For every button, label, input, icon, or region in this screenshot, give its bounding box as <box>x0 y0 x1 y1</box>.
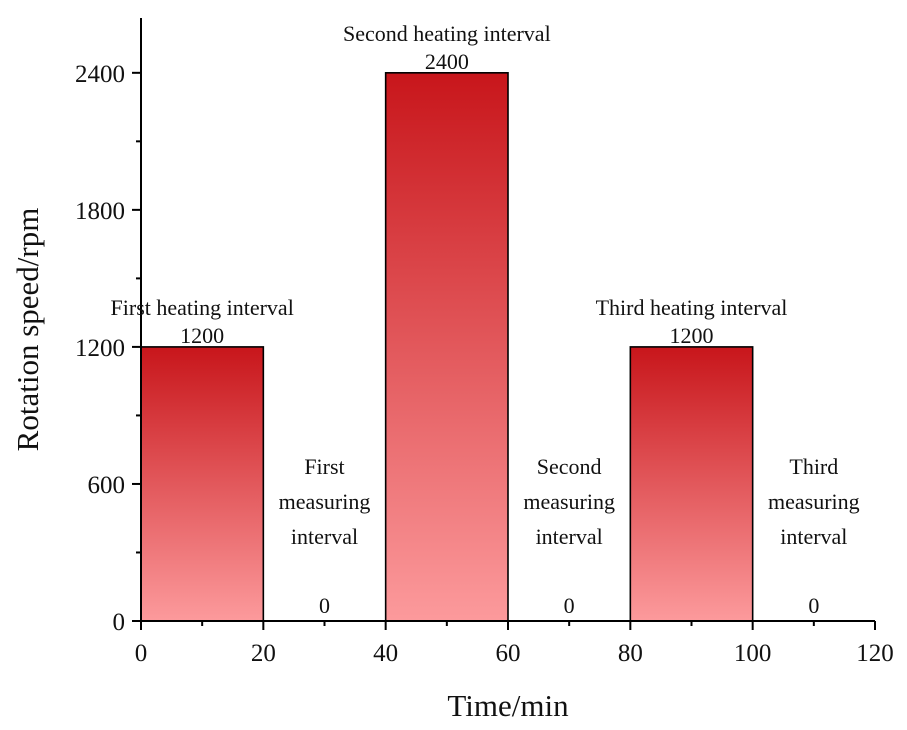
bar-value-label-2: 2400 <box>425 49 469 74</box>
x-tick-label-1: 20 <box>251 640 276 667</box>
y-tick-label-2: 1200 <box>75 335 125 362</box>
x-tick-label-6: 120 <box>856 640 894 667</box>
interval-label-1-0: First <box>304 454 344 479</box>
bar-value-label-3: 0 <box>564 593 575 618</box>
interval-label-5-1: measuring <box>768 489 860 514</box>
interval-label-5-2: interval <box>780 524 847 549</box>
bar-2 <box>384 72 509 622</box>
bar-value-label-5: 0 <box>808 593 819 618</box>
interval-label-3-1: measuring <box>523 489 615 514</box>
bar-value-label-1: 0 <box>319 593 330 618</box>
interval-label-3-0: Second <box>537 454 602 479</box>
ticks-layer <box>132 71 876 630</box>
x-tick-label-5: 100 <box>734 640 772 667</box>
interval-label-3-2: interval <box>536 524 603 549</box>
bars-layer <box>140 72 754 622</box>
x-tick-label-3: 60 <box>496 640 521 667</box>
x-axis-title: Time/min <box>447 688 569 723</box>
interval-label-2-0: Second heating interval <box>343 21 551 46</box>
interval-label-1-2: interval <box>291 524 358 549</box>
bar-value-label-0: 1200 <box>180 323 224 348</box>
bar-value-label-4: 1200 <box>670 323 714 348</box>
interval-label-0-0: First heating interval <box>111 295 294 320</box>
bar-0 <box>140 346 265 622</box>
x-tick-label-2: 40 <box>373 640 398 667</box>
interval-label-4-0: Third heating interval <box>596 295 788 320</box>
x-tick-label-0: 0 <box>135 640 148 667</box>
y-axis-title: Rotation speed/rpm <box>10 208 45 452</box>
bar-4 <box>629 346 754 622</box>
x-tick-label-4: 80 <box>618 640 643 667</box>
y-tick-label-3: 1800 <box>75 198 125 225</box>
y-tick-label-4: 2400 <box>75 61 125 88</box>
interval-label-1-1: measuring <box>279 489 371 514</box>
interval-label-5-0: Third <box>789 454 838 479</box>
y-tick-label-0: 0 <box>113 609 126 636</box>
y-tick-label-1: 600 <box>88 472 126 499</box>
